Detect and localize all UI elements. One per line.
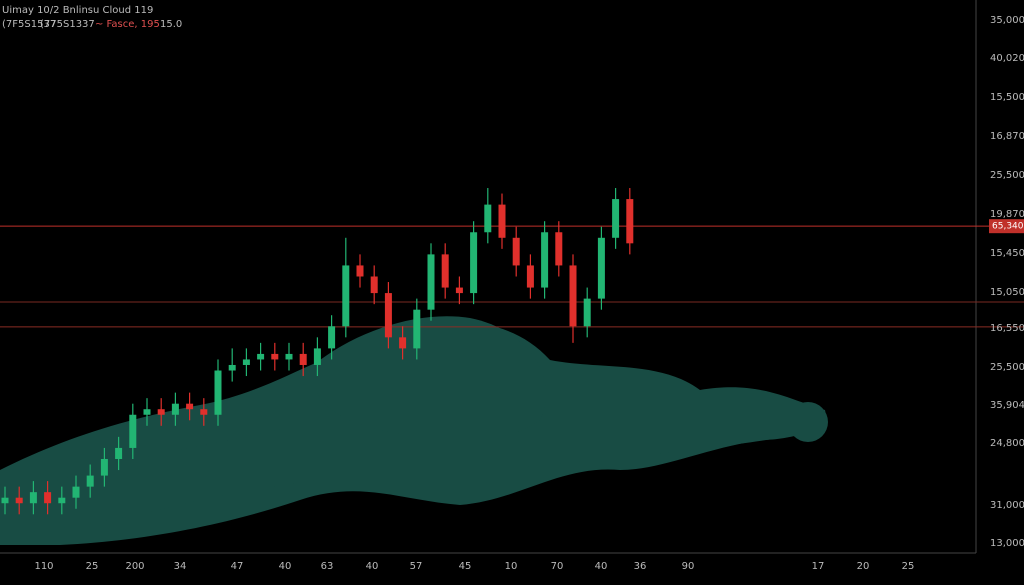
y-tick-label: 35,904: [990, 400, 1024, 411]
candle-body: [186, 403, 194, 410]
candle-body: [399, 337, 407, 349]
y-tick-label: 35,000: [990, 15, 1024, 26]
candle-body: [498, 204, 506, 238]
y-tick-label: 15,500: [990, 92, 1024, 103]
candle-body: [470, 232, 478, 294]
candle-body: [86, 475, 94, 487]
subtitle: ~ Fasce, 195: [95, 19, 160, 30]
candle-body: [569, 265, 577, 327]
candle-body: [299, 353, 307, 365]
candle-body: [271, 353, 279, 360]
x-tick-label: 40: [279, 561, 292, 572]
y-tick-label: 25,500: [990, 170, 1024, 181]
candle-body: [171, 403, 179, 415]
price-tag: 65,340: [992, 222, 1024, 232]
candle-body: [526, 265, 534, 288]
candle-body: [157, 409, 165, 415]
y-tick-label: 15,050: [990, 287, 1024, 298]
chart-title: Uimay 10/2 Bnlinsu Cloud 119: [2, 5, 153, 16]
x-tick-label: 47: [231, 561, 244, 572]
x-tick-label: 110: [34, 561, 53, 572]
candle-body: [44, 492, 52, 504]
x-tick-label: 90: [682, 561, 695, 572]
candle-body: [129, 414, 137, 448]
subtitle: (775S1337: [40, 19, 95, 30]
price-tag-bg: [989, 219, 1024, 234]
candle-body: [115, 447, 123, 459]
x-tick-label: 25: [86, 561, 99, 572]
x-tick-label: 57: [410, 561, 423, 572]
y-tick-label: 40,020: [990, 53, 1024, 64]
y-tick-label: 31,000: [990, 500, 1024, 511]
y-tick-label: 15,450: [990, 248, 1024, 259]
x-tick-label: 200: [125, 561, 144, 572]
candle-body: [1, 497, 9, 504]
candle-body: [328, 326, 336, 349]
x-tick-label: 10: [505, 561, 518, 572]
candle-body: [512, 237, 520, 266]
candle-body: [15, 497, 23, 504]
candle-body: [427, 254, 435, 310]
x-tick-label: 34: [174, 561, 187, 572]
candle-body: [441, 254, 449, 288]
candle-body: [313, 348, 321, 365]
candle-body: [612, 199, 620, 238]
x-tick-label: 40: [366, 561, 379, 572]
candle-body: [72, 486, 80, 498]
subtitle: (7F5S1537: [2, 19, 56, 30]
candle-body: [58, 497, 66, 504]
candle-body: [200, 409, 208, 415]
candle-body: [384, 293, 392, 338]
candle-body: [342, 265, 350, 327]
candle-body: [597, 237, 605, 299]
x-tick-label: 36: [634, 561, 647, 572]
y-tick-label: 13,000: [990, 538, 1024, 549]
candle-body: [541, 232, 549, 288]
x-tick-label: 25: [902, 561, 915, 572]
candle-body: [455, 287, 463, 294]
cloud-band: [314, 316, 547, 440]
candle-body: [100, 458, 108, 476]
candle-body: [285, 353, 293, 360]
subtitle: 15.0: [160, 19, 182, 30]
y-tick-label: 19,870: [990, 209, 1024, 220]
candle-body: [626, 199, 634, 244]
candle-body: [555, 232, 563, 266]
candle-body: [242, 359, 250, 365]
candle-body: [413, 309, 421, 349]
cloud-band: [788, 402, 828, 442]
candle-body: [228, 364, 236, 371]
y-tick-label: 16,870: [990, 131, 1024, 142]
candle-body: [29, 492, 37, 504]
cloud: [0, 316, 828, 545]
y-tick-label: 24,800: [990, 438, 1024, 449]
candle-body: [257, 353, 265, 360]
x-tick-label: 70: [551, 561, 564, 572]
x-tick-label: 45: [459, 561, 472, 572]
x-tick-label: 20: [857, 561, 870, 572]
candle-body: [356, 265, 364, 277]
x-tick-label: 17: [812, 561, 825, 572]
candle-body: [583, 298, 591, 327]
candle-body: [370, 276, 378, 294]
x-tick-label: 40: [595, 561, 608, 572]
candle-body: [143, 409, 151, 415]
cloud-band: [0, 417, 820, 535]
candle-body: [214, 370, 222, 415]
x-tick-label: 63: [321, 561, 334, 572]
y-tick-label: 25,500: [990, 362, 1024, 373]
candle-body: [484, 204, 492, 233]
y-tick-label: 16,550: [990, 323, 1024, 334]
